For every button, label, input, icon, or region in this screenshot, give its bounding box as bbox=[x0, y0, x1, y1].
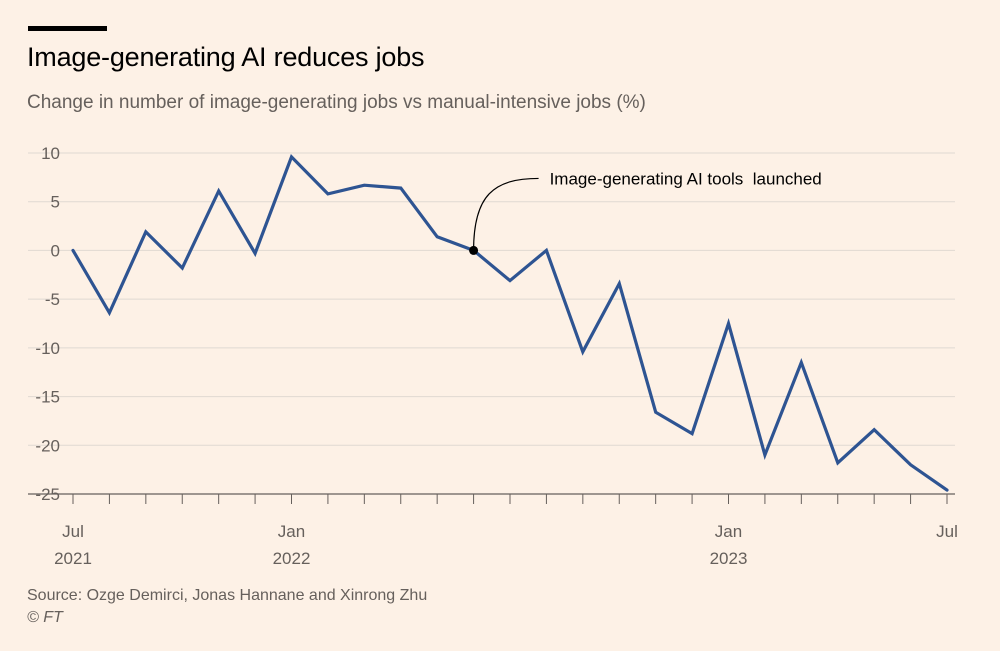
x-tick-label: Jul bbox=[936, 522, 958, 541]
y-tick-label: -20 bbox=[35, 436, 60, 455]
y-tick-label: 5 bbox=[51, 193, 60, 212]
annotation-connector bbox=[472, 177, 539, 251]
chart-subtitle: Change in number of image-generating job… bbox=[27, 92, 646, 113]
y-axis-ticks: 10 5 0 -5 -10 -15 -20 -25 bbox=[35, 144, 60, 504]
x-tick-label: Jul bbox=[62, 522, 84, 541]
series-line bbox=[71, 153, 949, 492]
x-axis: Jul 2021 Jan 2022 Jan 2023 Jul bbox=[54, 494, 958, 568]
x-tick-year-label: 2021 bbox=[54, 549, 92, 568]
grid-lines bbox=[28, 152, 955, 495]
y-tick-label: -10 bbox=[35, 339, 60, 358]
source-note: Source: Ozge Demirci, Jonas Hannane and … bbox=[27, 587, 428, 604]
brand-bar bbox=[28, 26, 107, 31]
y-tick-label: 10 bbox=[41, 144, 60, 163]
x-tick-year-label: 2022 bbox=[273, 549, 311, 568]
y-tick-label: -5 bbox=[45, 290, 60, 309]
annotation-marker bbox=[469, 245, 479, 255]
chart-title: Image-generating AI reduces jobs bbox=[27, 42, 425, 72]
y-tick-label: 0 bbox=[51, 241, 60, 260]
line-chart: 10 5 0 -5 -10 -15 -20 -25 Jul 2021 Jan 2022 Jan 2023… bbox=[28, 144, 958, 568]
x-tick-label: Jan bbox=[278, 522, 305, 541]
x-tick-label: Jan bbox=[715, 522, 742, 541]
x-tick-year-label: 2023 bbox=[710, 549, 748, 568]
y-tick-label: -15 bbox=[35, 388, 60, 407]
annotation: Image-generating AI tools launched bbox=[469, 169, 822, 255]
annotation-label: Image-generating AI tools launched bbox=[550, 169, 822, 188]
y-tick-label: -25 bbox=[35, 485, 60, 504]
credit-note: © FT bbox=[27, 609, 63, 626]
series bbox=[71, 153, 949, 492]
